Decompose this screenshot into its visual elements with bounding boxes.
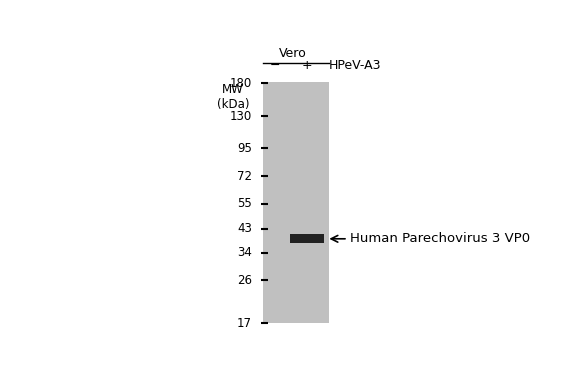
Text: 17: 17 [237,317,252,330]
Text: HPeV-A3: HPeV-A3 [328,59,381,71]
Text: 34: 34 [237,246,252,259]
Text: Human Parechovirus 3 VP0: Human Parechovirus 3 VP0 [350,232,530,245]
Text: 95: 95 [237,142,252,155]
Bar [262,82,329,323]
Bar [290,234,324,243]
Text: Vero: Vero [279,47,307,60]
Text: 180: 180 [229,77,252,90]
Text: −: − [270,59,281,71]
Text: 26: 26 [237,274,252,287]
Text: 72: 72 [237,170,252,183]
Text: MW
(kDa): MW (kDa) [217,83,249,111]
Text: +: + [302,59,313,71]
Text: 43: 43 [237,222,252,235]
Text: 130: 130 [229,110,252,123]
Text: 55: 55 [237,197,252,210]
